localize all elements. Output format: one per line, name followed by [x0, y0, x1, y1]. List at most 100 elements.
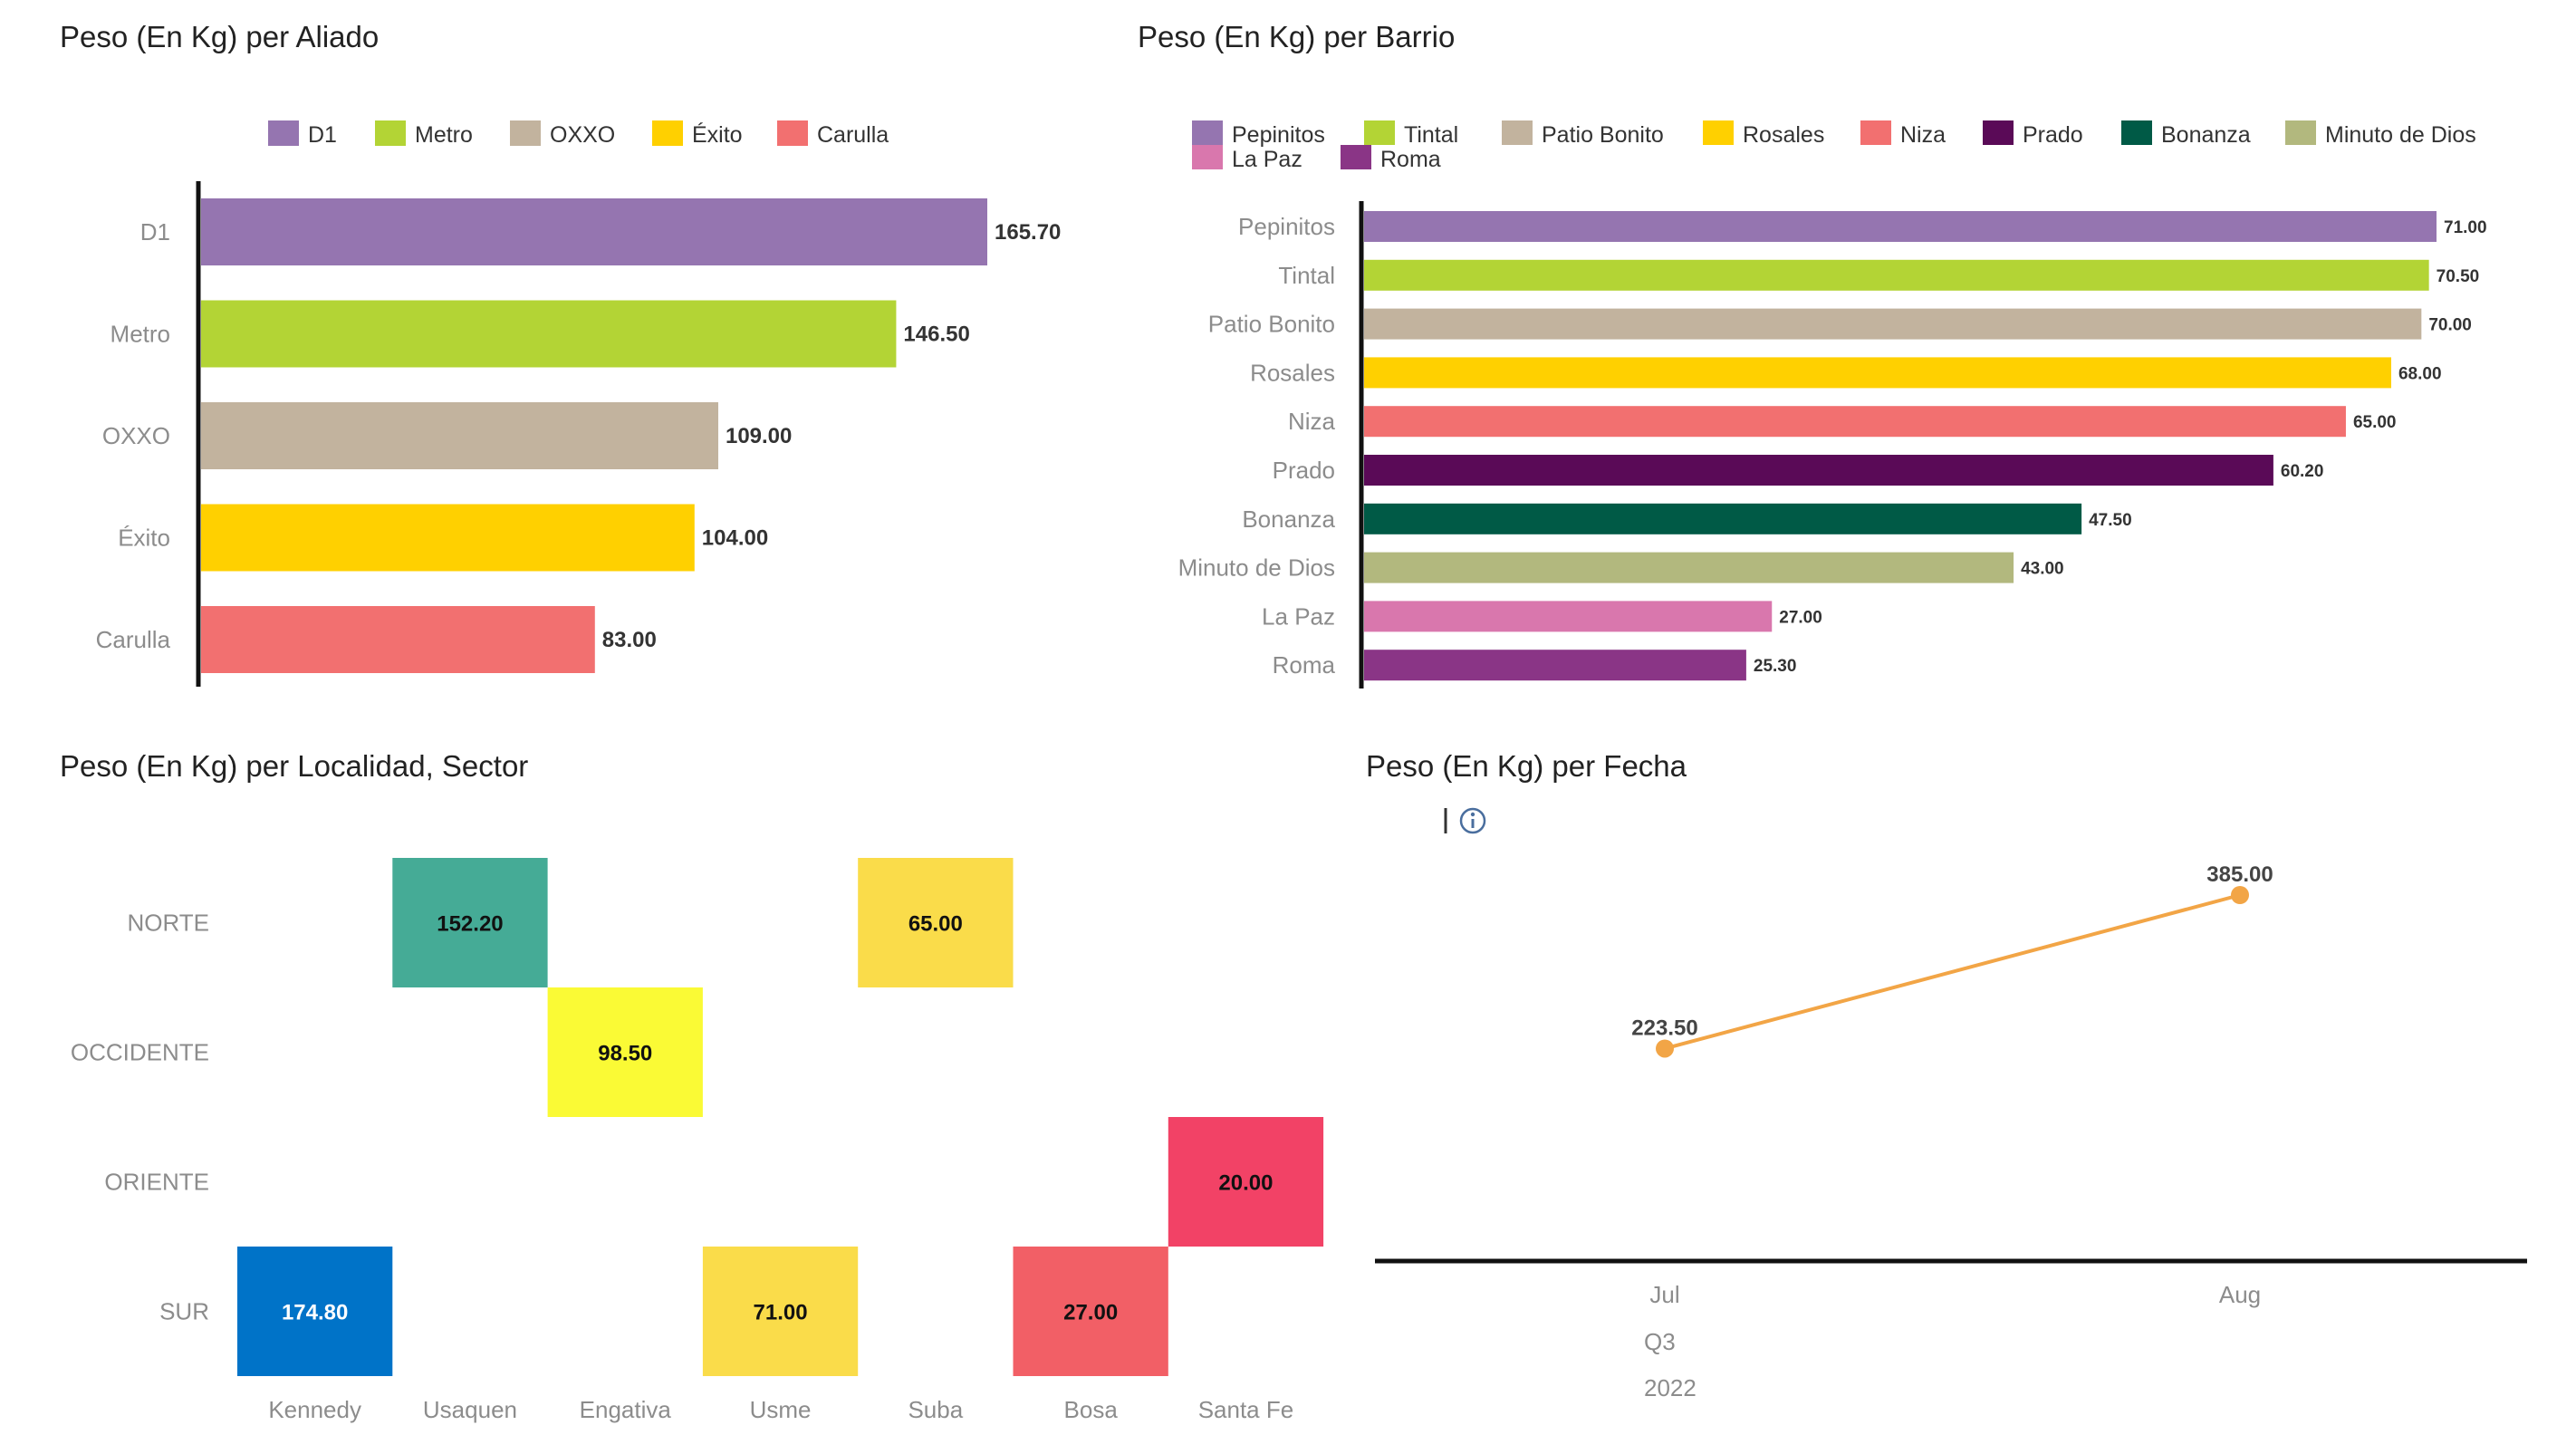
category-label-tintal: Tintal	[1278, 262, 1335, 289]
value-label-metro: 146.50	[903, 323, 969, 347]
legend-item-tintal: Tintal	[1364, 120, 1458, 148]
localidad-heatmap: Peso (En Kg) per Localidad, Sector NORTE…	[60, 749, 1324, 1423]
aliado-plot: D1 165.70 Metro 146.50 OXXO 109.00 Éxito 104.00…	[96, 181, 1061, 687]
legend-label: Éxito	[692, 121, 743, 148]
barrio-chart-title: Peso (En Kg) per Barrio	[1138, 20, 1455, 53]
column-label-engativa: Engativa	[580, 1396, 672, 1423]
category-label-oxxo: OXXO	[102, 422, 170, 449]
line-chart-title: Peso (En Kg) per Fecha	[1366, 749, 1687, 783]
value-label-bonanza: 47.50	[2089, 511, 2132, 530]
bar-tintal	[1364, 259, 2429, 291]
category-label-niza: Niza	[1288, 408, 1336, 435]
heat-cell-usme-sur-label: 71.00	[754, 1301, 808, 1325]
value-label-d1: 165.70	[995, 220, 1061, 245]
legend-swatch	[1364, 120, 1395, 145]
x-group-quarter: Q3	[1644, 1328, 1676, 1355]
bar-niza	[1364, 406, 2346, 438]
value-label-minuto-de-dios: 43.00	[2021, 560, 2064, 579]
data-point-jul	[1656, 1039, 1674, 1058]
heat-cell-usme-sur	[702, 1247, 859, 1376]
category-label-prado: Prado	[1273, 457, 1335, 484]
bar-minuto-de-dios	[1364, 552, 2014, 583]
row-label-sur: SUR	[159, 1298, 209, 1325]
legend-item-roma: Roma	[1341, 145, 1441, 172]
legend-swatch	[652, 120, 683, 146]
heat-cell-kennedy-sur	[237, 1247, 393, 1376]
legend-label: Metro	[415, 122, 473, 148]
barrio-bar-chart: Peso (En Kg) per Barrio Pepinitos Tintal P…	[1138, 20, 2487, 688]
legend-swatch	[1192, 145, 1223, 169]
heatmap-plot: NORTE OCCIDENTE ORIENTE SUR Kennedy Usaquen En…	[71, 858, 1324, 1423]
bar-carulla	[201, 606, 595, 673]
legend-swatch	[2121, 120, 2152, 145]
line-plot: 223.50 Jul 385.00 Aug Q3 2022	[1375, 862, 2527, 1401]
row-label-occidente: OCCIDENTE	[71, 1039, 209, 1066]
bar-pepinitos	[1364, 211, 2437, 242]
legend-label: Prado	[2023, 122, 2083, 148]
category-label-pepinitos: Pepinitos	[1238, 213, 1335, 240]
info-icon[interactable]	[1459, 807, 1486, 834]
bar-d1	[201, 198, 987, 265]
category-label-bonanza: Bonanza	[1242, 506, 1335, 533]
value-label-tintal: 70.50	[2437, 267, 2480, 286]
data-label-jul: 223.50	[1631, 1016, 1697, 1040]
column-label-bosa: Bosa	[1064, 1396, 1119, 1423]
legend-item-d1: D1	[268, 120, 337, 148]
category-label-roma: Roma	[1273, 651, 1336, 679]
legend-swatch	[777, 120, 808, 146]
barrio-legend: Pepinitos Tintal Patio Bonito Rosales Niza Pr…	[1192, 120, 2476, 172]
legend-item-prado: Prado	[1983, 120, 2083, 148]
legend-label: Patio Bonito	[1542, 122, 1664, 148]
bar-la-paz	[1364, 601, 1773, 632]
bar-roma	[1364, 650, 1746, 681]
legend-item-niza: Niza	[1860, 120, 1946, 148]
row-label-oriente: ORIENTE	[104, 1169, 209, 1196]
heat-cell-engativa-occidente-label: 98.50	[598, 1042, 652, 1066]
x-tick-jul: Jul	[1649, 1281, 1679, 1308]
value-label-carulla: 83.00	[602, 628, 657, 652]
column-label-kennedy: Kennedy	[268, 1396, 361, 1423]
value-label-niza: 65.00	[2353, 413, 2397, 432]
legend-label: Rosales	[1743, 122, 1824, 148]
legend-swatch	[1502, 120, 1533, 145]
heat-cell-usaquen-norte	[392, 858, 548, 987]
column-label-santa-fe: Santa Fe	[1198, 1396, 1294, 1423]
legend-swatch	[375, 120, 406, 146]
legend-swatch	[2285, 120, 2316, 145]
legend-label: Pepinitos	[1232, 122, 1325, 148]
bar-patio-bonito	[1364, 308, 2422, 340]
category-label-la-paz: La Paz	[1262, 602, 1335, 630]
heat-cell-engativa-occidente	[547, 987, 703, 1117]
legend-item-carulla: Carulla	[777, 120, 889, 148]
heat-cell-bosa-sur-label: 27.00	[1063, 1301, 1118, 1325]
legend-label: Carulla	[817, 122, 889, 148]
legend-label: Bonanza	[2161, 122, 2251, 148]
value-label-roma: 25.30	[1754, 657, 1797, 676]
category-label-exito: Éxito	[118, 525, 170, 552]
aliado-legend: D1 Metro OXXO Éxito Carulla	[268, 120, 889, 148]
column-label-usaquen: Usaquen	[423, 1396, 517, 1423]
value-label-pepinitos: 71.00	[2444, 218, 2487, 237]
category-label-patio-bonito: Patio Bonito	[1208, 311, 1335, 338]
x-tick-aug: Aug	[2219, 1281, 2261, 1308]
bar-prado	[1364, 455, 2273, 486]
legend-item-minuto-de-dios: Minuto de Dios	[2285, 120, 2476, 148]
legend-swatch	[1192, 120, 1223, 145]
legend-item-pepinitos: Pepinitos	[1192, 120, 1325, 148]
legend-label: OXXO	[550, 122, 615, 148]
category-label-metro: Metro	[111, 321, 170, 348]
aliado-bar-chart: Peso (En Kg) per Aliado D1 Metro OXXO Éxito…	[60, 20, 1061, 687]
category-label-rosales: Rosales	[1250, 359, 1335, 386]
category-label-minuto-de-dios: Minuto de Dios	[1178, 554, 1335, 582]
heat-cell-usaquen-norte-label: 152.20	[437, 912, 503, 937]
heat-cell-bosa-sur	[1013, 1247, 1168, 1376]
legend-item-metro: Metro	[375, 120, 473, 148]
data-label-aug: 385.00	[2206, 862, 2273, 887]
legend-item-la-paz: La Paz	[1192, 145, 1302, 172]
category-label-carulla: Carulla	[96, 626, 171, 653]
series-line	[1664, 893, 2241, 1051]
bar-bonanza	[1364, 503, 2082, 534]
heat-cell-santa-fe-oriente-label: 20.00	[1218, 1171, 1273, 1196]
